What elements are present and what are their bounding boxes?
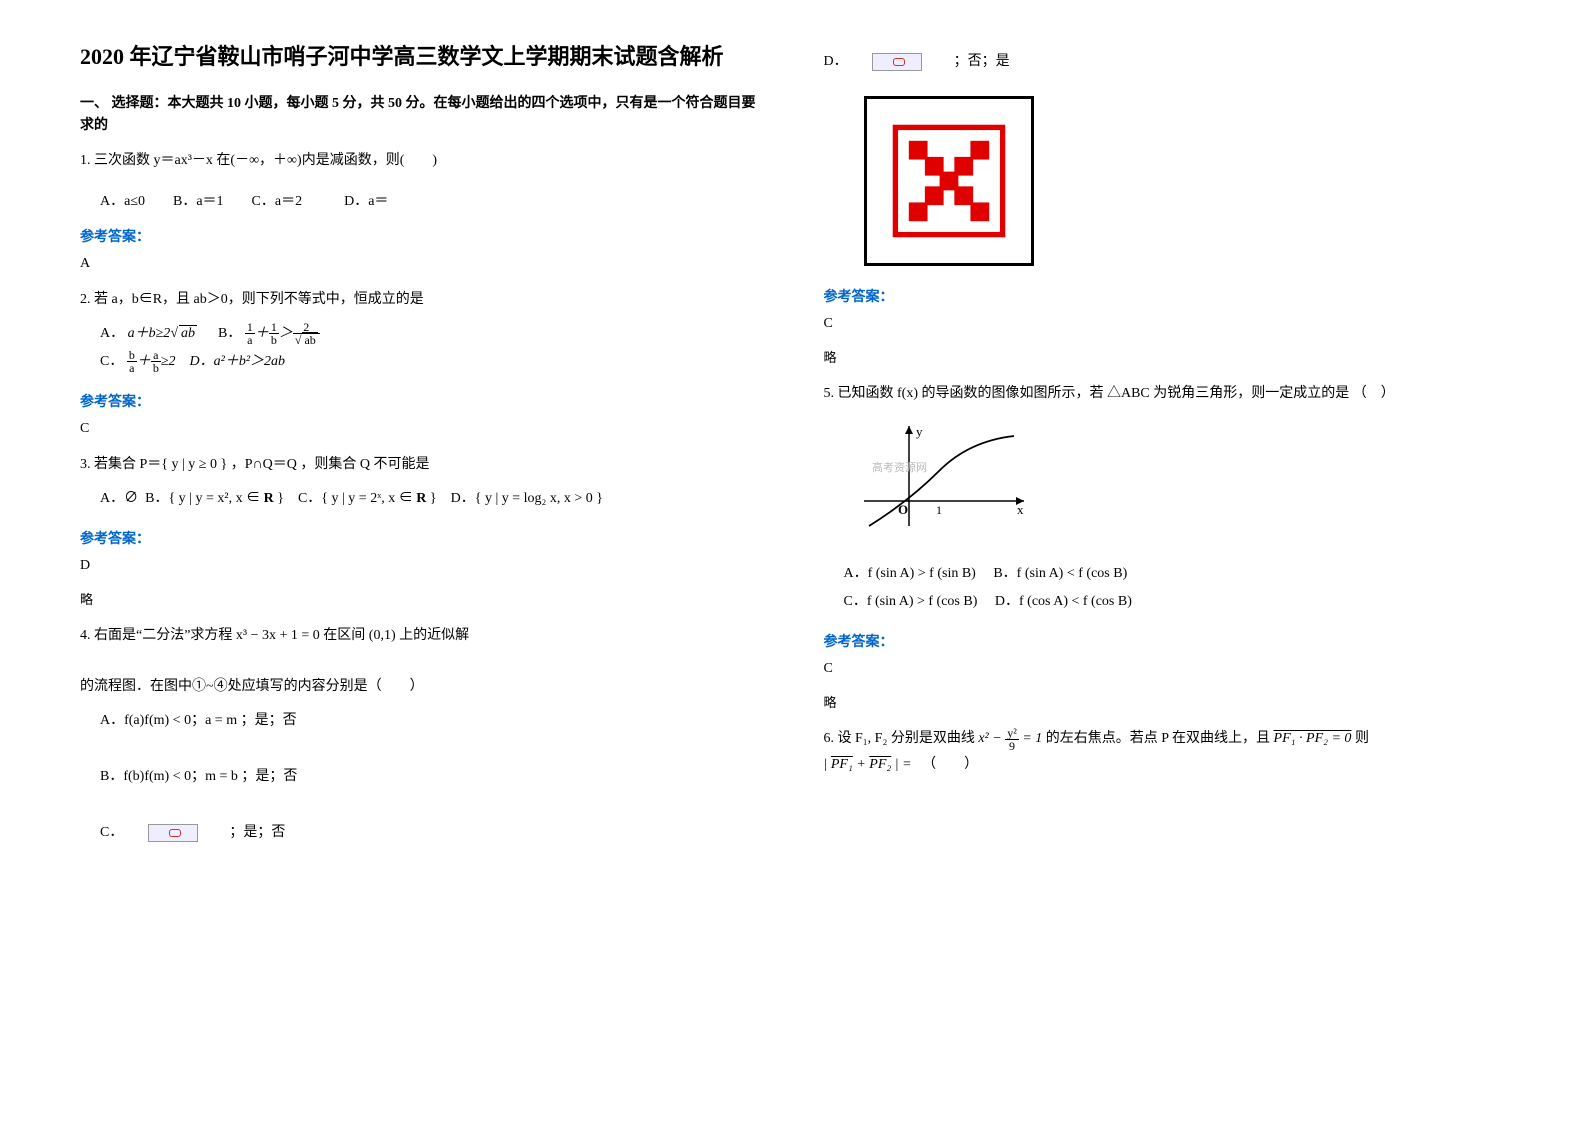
q3-optB: B．{ y | y = x², x ∈ R } [145,491,287,506]
q6-tail: （ ） [922,757,978,772]
q4-optC: C． ；是；否 [100,819,764,847]
q5-answer: C [824,661,1508,677]
q2-optC-label: C． [100,354,123,369]
q4-options: A．f(a)f(m) < 0；a = m ；是；否 B．f(b)f(m) < 0… [100,707,764,847]
q6-then: 则 [1355,731,1369,746]
q2-optA-text: a＋b≥2 [128,326,171,341]
answer-label: 参考答案： [824,286,1508,306]
origin-label: O [898,502,908,517]
tick-1: 1 [936,503,942,517]
q2-optC: ba＋ab≥2 [127,354,179,369]
q3-optC: C．{ y | y = 2ˣ, x ∈ R } [298,491,440,506]
q2-optD: D．a²＋b²＞2ab [190,354,286,369]
q4-stem1: 4. 右面是“二分法”求方程 x³ − 3x + 1 = 0 在区间 (0,1)… [80,623,764,648]
page-container: 2020 年辽宁省鞍山市哨子河中学高三数学文上学期期末试题含解析 一、 选择题：… [80,40,1507,862]
question-3: 3. 若集合 P＝{ y | y ≥ 0 } ，P∩Q＝Q ，则集合 Q 不可能… [80,452,764,513]
q3-P: P＝{ y | y ≥ 0 } [140,457,228,472]
q2-stem: 2. 若 a，b∈R，且 ab＞0，则下列不等式中，恒成立的是 [80,287,764,312]
q3-optB-pre: B．{ y | y = x², x ∈ [145,491,263,506]
axis-x-label: x [1017,502,1024,517]
question-6: 6. 设 F₁, F₂ 分别是双曲线 x² − y²9 = 1 的左右焦点。若点… [824,726,1508,776]
answer-label: 参考答案： [80,226,764,246]
answer-label: 参考答案： [80,528,764,548]
left-column: 2020 年辽宁省鞍山市哨子河中学高三数学文上学期期末试题含解析 一、 选择题：… [80,40,764,862]
q6-pre: 6. 设 F₁, F₂ 分别是双曲线 [824,731,979,746]
placeholder-icon [148,824,198,842]
q6-cond: PF₁ · PF₂ = 0 [1274,731,1352,746]
q4-optD: D． ；否；是 [824,48,1508,76]
q1-answer: A [80,256,764,272]
q4-stem2: 的流程图．在图中①~④处应填写的内容分别是（ ） [80,674,764,699]
q2-optB: 1a＋1b＞2√ab [245,326,320,341]
q3-optC-R: R [416,491,426,506]
q4-optB: B．f(b)f(m) < 0；m = b ；是；否 [100,763,764,791]
q3-brief: 略 [80,589,764,608]
doc-title: 2020 年辽宁省鞍山市哨子河中学高三数学文上学期期末试题含解析 [80,40,764,73]
q3-optA: A．∅ [100,491,138,506]
q4-optD-pre: D． [824,54,869,69]
q4-optC-suf: ；是；否 [201,825,285,840]
q3-pre: 3. 若集合 [80,457,140,472]
q5-optB: B．f (sin A) < f (cos B) [993,566,1127,581]
flowchart-image [864,96,1034,266]
watermark: 高考资源网 [872,460,927,474]
question-2: 2. 若 a，b∈R，且 ab＞0，则下列不等式中，恒成立的是 A． a＋b≥2… [80,287,764,376]
question-5: 5. 已知函数 f(x) 的导函数的图像如图所示，若 △ABC 为锐角三角形，则… [824,381,1508,616]
section-1-header: 一、 选择题：本大题共 10 小题，每小题 5 分，共 50 分。在每小题给出的… [80,93,764,138]
q2-options: A． a＋b≥2√ab B． 1a＋1b＞2√ab C． ba＋ab≥2 D．a… [100,320,764,376]
q4-optA: A．f(a)f(m) < 0；a = m ；是；否 [100,707,764,735]
q6-hyperbola: x² − y²9 = 1 [978,731,1045,746]
q6-sum: | PF₁ + PF₂ | = [824,757,916,772]
q5-brief: 略 [824,692,1508,711]
q5-optD: D．f (cos A) < f (cos B) [995,594,1132,609]
q3-optB-R: R [264,491,274,506]
q4-optC-pre: C． [100,825,144,840]
q1-stem: 1. 三次函数 y＝ax³－x 在(－∞，＋∞)内是减函数，则( ) [80,148,764,173]
question-4: 4. 右面是“二分法”求方程 x³ − 3x + 1 = 0 在区间 (0,1)… [80,623,764,847]
q3-optD: D．{ y | y = log₂ x, x > 0 } [451,491,603,506]
q2-optA: a＋b≥2√ab [128,326,201,341]
q3-optC-end: } [426,491,436,506]
q5-options: A．f (sin A) > f (sin B) B．f (sin A) < f … [844,560,1508,616]
answer-label: 参考答案： [824,631,1508,651]
q2-optB-label: B． [218,326,241,341]
q2-answer: C [80,421,764,437]
q1-options: A．a≤0 B．a＝1 C．a＝2 D．a＝ [100,188,764,216]
q3-mid: ，P∩Q＝Q ，则集合 Q 不可能是 [231,457,430,472]
red-x-icon [882,114,1016,248]
q3-answer: D [80,558,764,574]
placeholder-icon [872,53,922,71]
question-1: 1. 三次函数 y＝ax³－x 在(－∞，＋∞)内是减函数，则( ) [80,148,764,173]
q4-brief: 略 [824,347,1508,366]
q5-optA: A．f (sin A) > f (sin B) [844,566,976,581]
q5-stem: 5. 已知函数 f(x) 的导函数的图像如图所示，若 △ABC 为锐角三角形，则… [824,381,1508,406]
derivative-graph: y x O 1 高考资源网 [854,416,1508,545]
axis-y-label: y [916,424,923,439]
q4-optD-suf: ；否；是 [926,54,1010,69]
q3-optB-end: } [274,491,284,506]
q2-optA-sqrt: ab [179,325,197,341]
q3-optC-pre: C．{ y | y = 2ˣ, x ∈ [298,491,416,506]
answer-label: 参考答案： [80,391,764,411]
q4-answer: C [824,316,1508,332]
q2-optA-label: A． [100,326,124,341]
q3-options: A．∅ B．{ y | y = x², x ∈ R } C．{ y | y = … [100,485,764,513]
right-column: D． ；否；是 参考答案： C 略 5. 已知函数 f(x) 的导函数的图像如图… [824,40,1508,862]
q6-post: 的左右焦点。若点 P 在双曲线上，且 [1046,731,1274,746]
q5-optC: C．f (sin A) > f (cos B) [844,594,978,609]
